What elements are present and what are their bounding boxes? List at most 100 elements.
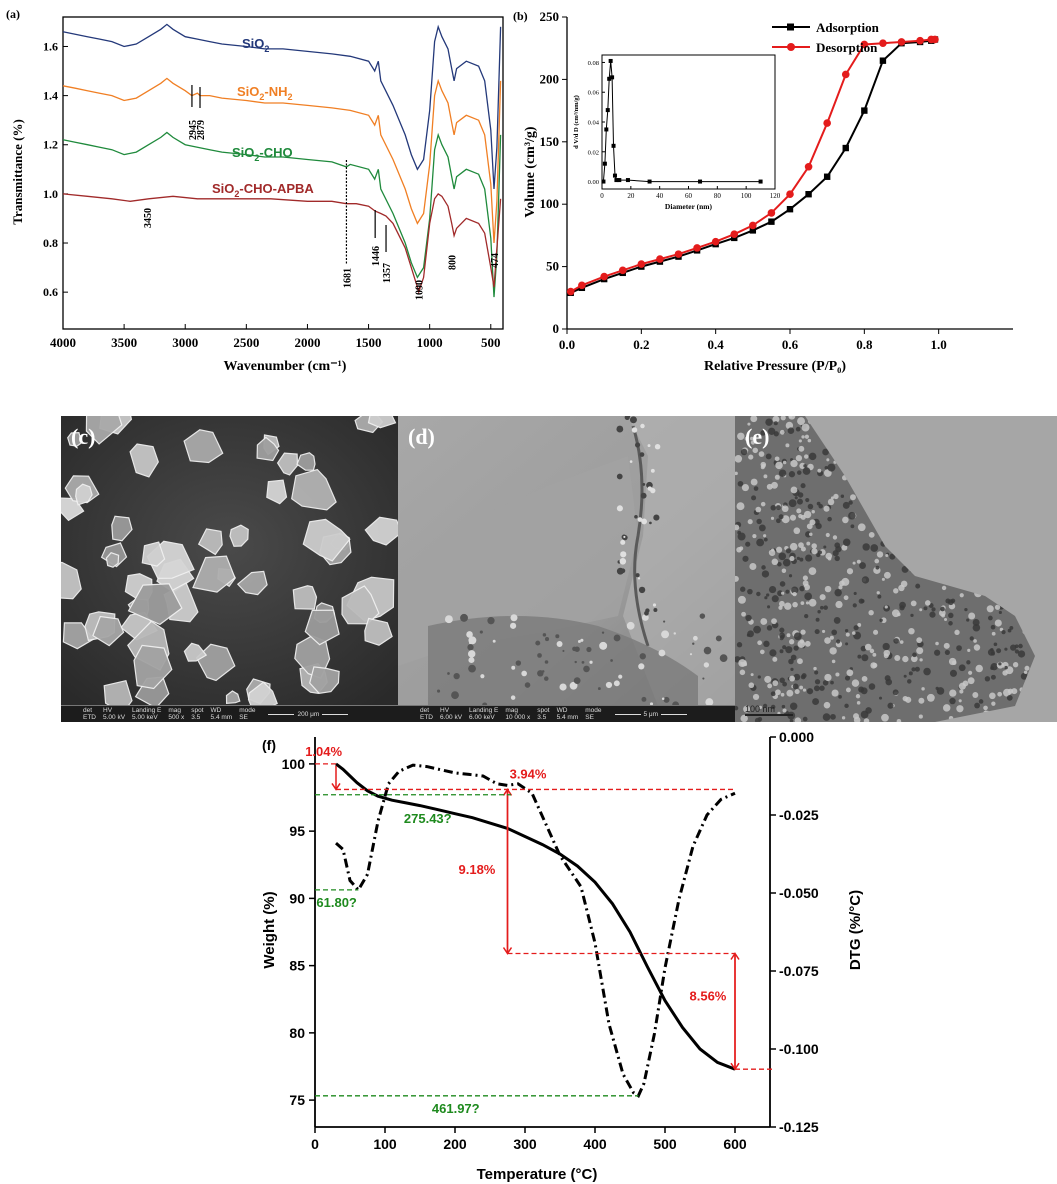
ftir-series-label: SiO2 <box>242 36 269 54</box>
tem-pore <box>750 478 758 486</box>
tem-pore <box>959 593 964 598</box>
tem-pore <box>790 486 798 494</box>
tem-pore <box>823 505 830 512</box>
bet-point <box>600 272 608 281</box>
sem-speck <box>444 615 453 624</box>
tem-pore <box>817 468 822 473</box>
tem-pore <box>752 447 759 454</box>
tem-pore <box>808 532 813 536</box>
sem-speck <box>492 639 496 643</box>
tem-pore <box>893 638 900 644</box>
tem-pore <box>740 448 748 456</box>
databar-value: 5.00 keV <box>132 714 158 721</box>
tem-pore <box>989 692 996 700</box>
sem-speck <box>619 558 627 565</box>
tem-pore <box>826 458 830 462</box>
tem-pore <box>956 705 964 713</box>
bet-ytick-label: 50 <box>546 259 559 274</box>
tem-pore <box>950 598 956 604</box>
tem-pore <box>838 694 842 699</box>
tem-pore <box>921 687 925 691</box>
tem-pore <box>876 551 884 558</box>
ftir-ytick-label: 1.2 <box>43 138 58 152</box>
sem-speck <box>601 631 605 634</box>
tem-pore <box>792 683 799 690</box>
tem-pore <box>831 689 839 697</box>
sem-speck <box>581 660 585 664</box>
tem-pore <box>879 618 883 623</box>
sem-speck <box>693 635 698 641</box>
tem-pore <box>907 679 912 684</box>
sem-databar-d: det ETD HV 6.00 kV Landing E 6.00 keV mag 10 00… <box>398 705 735 722</box>
tem-pore <box>824 466 829 470</box>
tem-pore <box>771 618 777 625</box>
tem-pore <box>842 516 849 524</box>
tem-pore <box>852 603 857 608</box>
inset-point <box>602 161 607 166</box>
tga-ytick-label: 100 <box>282 756 306 772</box>
ftir-series-line <box>62 23 502 190</box>
tem-pore <box>832 550 839 557</box>
tem-pore <box>1007 628 1012 633</box>
tem-pore <box>817 610 821 614</box>
ftir-series-label: SiO2-CHO <box>232 145 293 163</box>
tem-pore <box>786 689 794 697</box>
tem-pore <box>753 486 759 491</box>
databar-field: mag 10 000 x <box>505 707 530 721</box>
sem-particle <box>304 609 340 646</box>
tem-pore <box>765 418 773 426</box>
databar-key: HV <box>103 707 113 714</box>
tem-pore <box>859 562 866 569</box>
tem-pore <box>744 436 749 441</box>
tem-pore <box>944 617 948 622</box>
databar-key: WD <box>556 707 568 714</box>
tem-pore <box>915 583 921 589</box>
sem-particle <box>111 515 133 542</box>
tem-pore <box>940 606 945 612</box>
tem-pore <box>747 588 753 595</box>
tem-pore <box>737 532 746 541</box>
sem-speck <box>626 621 635 630</box>
tem-pore <box>802 467 811 475</box>
tga-loss-label: 1.04% <box>305 744 342 759</box>
sem-speck <box>460 613 468 622</box>
sem-speck <box>637 577 641 580</box>
ftir-ytick-label: 1.6 <box>43 39 58 53</box>
databar-field: WD 5.4 mm <box>211 707 233 721</box>
tem-pore <box>841 577 850 586</box>
tem-pore <box>798 542 804 548</box>
sem-speck <box>468 657 475 664</box>
panel-label-f: (f) <box>262 737 276 753</box>
tem-pore <box>815 522 822 530</box>
sem-speck <box>447 672 450 675</box>
tem-pore <box>865 707 872 714</box>
tem-pore <box>908 671 913 676</box>
sem-speck <box>599 641 608 650</box>
sem-speck <box>650 487 656 494</box>
sem-particle <box>229 524 249 547</box>
tem-pore <box>781 568 787 573</box>
sem-speck <box>620 568 626 574</box>
sem-speck <box>620 539 626 545</box>
tem-pore <box>797 640 806 648</box>
tem-pore <box>889 553 896 560</box>
bet-series-line <box>570 38 935 293</box>
tem-pore <box>797 417 806 426</box>
tem-pore <box>770 691 776 697</box>
databar-value: ETD <box>83 714 96 721</box>
sem-speck <box>580 638 584 642</box>
databar-field: Landing E 5.00 keV <box>132 707 161 721</box>
databar-value: 5.4 mm <box>556 714 579 721</box>
tem-pore <box>990 651 995 656</box>
sem-speck <box>467 650 476 658</box>
panel-label-c: (c) <box>71 424 96 449</box>
tem-pore <box>781 704 786 709</box>
tem-pore <box>990 624 996 630</box>
sem-speck <box>510 695 516 700</box>
ftir-xtick-label: 3000 <box>172 335 198 350</box>
tem-pore <box>984 676 991 682</box>
tem-pore <box>760 465 765 470</box>
tem-pore <box>923 667 931 676</box>
inset-ytick-label: 0.00 <box>588 179 599 186</box>
sem-particle <box>364 516 398 546</box>
